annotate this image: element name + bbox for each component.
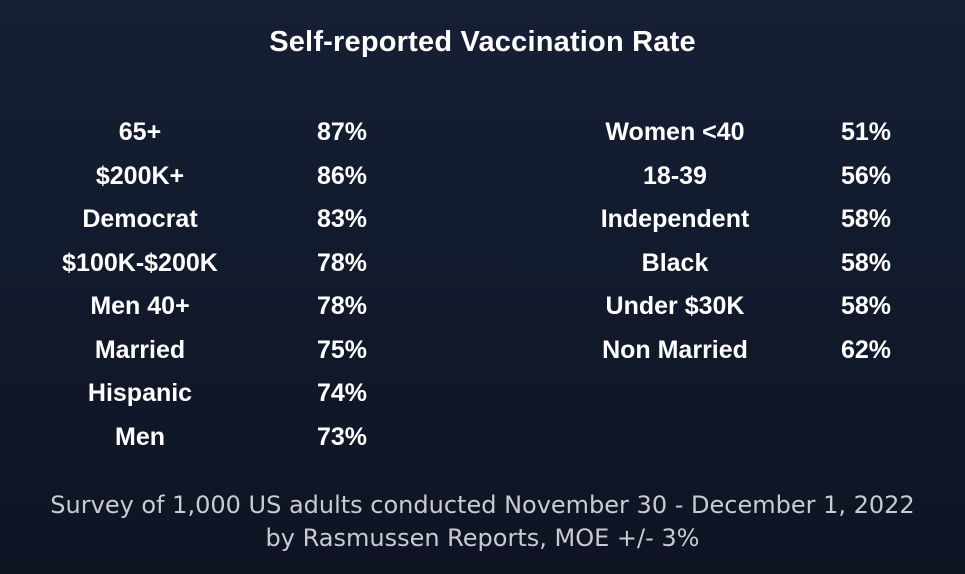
stat-value: 86%: [316, 161, 368, 190]
stat-value: 75%: [316, 335, 368, 364]
stat-value: 58%: [840, 292, 892, 321]
stat-label: Non Married: [602, 335, 748, 364]
stat-label: Black: [641, 248, 709, 277]
stat-value: 73%: [316, 422, 368, 451]
stat-value: 78%: [316, 248, 368, 277]
stat-label: $100K-$200K: [62, 248, 218, 277]
stat-label: 65+: [118, 118, 162, 147]
survey-note-line1: Survey of 1,000 US adults conducted Nove…: [50, 491, 915, 519]
stat-label: Under $30K: [605, 292, 745, 321]
survey-source-note: Survey of 1,000 US adults conducted Nove…: [0, 489, 965, 555]
stat-label: 18-39: [643, 161, 707, 190]
stats-column-left: 65+ 87% $200K+ 86% Democrat 83% $100K-$2…: [30, 111, 397, 459]
stat-value: 83%: [316, 205, 368, 234]
stat-label: Men: [115, 422, 165, 451]
stat-label: Independent: [600, 205, 750, 234]
stat-value: 51%: [840, 118, 892, 147]
stat-value: 78%: [316, 292, 368, 321]
stat-label: $200K+: [95, 161, 185, 190]
stat-value: 74%: [316, 379, 368, 408]
stat-value: 87%: [316, 118, 368, 147]
stat-label: Men 40+: [90, 292, 190, 321]
stat-value: 62%: [840, 335, 892, 364]
stat-label: Women <40: [605, 118, 745, 147]
stat-label: Married: [94, 335, 186, 364]
chart-title: Self-reported Vaccination Rate: [269, 26, 696, 58]
survey-note-line2: by Rasmussen Reports, MOE +/- 3%: [265, 524, 700, 552]
stat-value: 56%: [840, 161, 892, 190]
stat-label: Hispanic: [87, 379, 193, 408]
stat-value: 58%: [840, 205, 892, 234]
stats-column-right: Women <40 51% 18-39 56% Independent 58% …: [550, 111, 916, 372]
stat-label: Democrat: [82, 205, 198, 234]
stat-value: 58%: [840, 248, 892, 277]
